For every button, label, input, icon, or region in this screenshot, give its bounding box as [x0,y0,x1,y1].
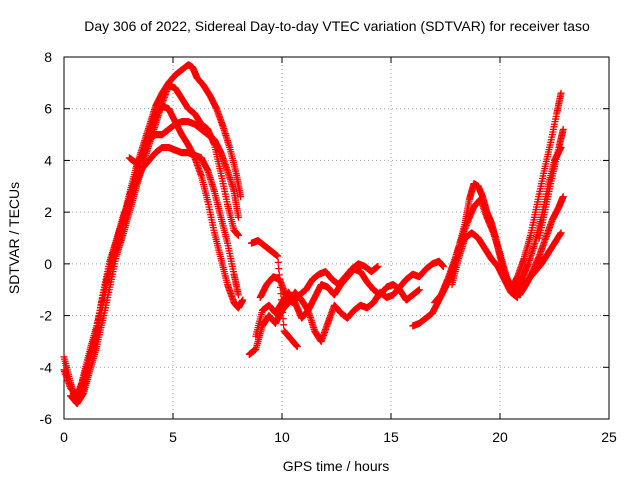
series-arc-5 [125,118,242,221]
y-tick-label: 2 [44,204,52,220]
chart-title: Day 306 of 2022, Sidereal Day-to-day VTE… [84,18,590,34]
y-axis-label: SDTVAR / TECUs [6,182,22,294]
data-point [234,213,242,221]
y-tick-label: -4 [40,359,53,375]
series-arc-6 [245,257,447,358]
x-tick-label: 10 [274,429,290,445]
data-point [234,291,242,299]
series-arc-4 [80,144,242,395]
y-tick-label: -2 [40,308,53,324]
data-point [234,231,242,239]
y-tick-label: 0 [44,256,52,272]
data-point [557,89,565,97]
y-tick-label: -6 [40,411,53,427]
data-point [237,193,245,201]
data-point [239,296,247,304]
plot-frame [63,56,610,420]
x-tick-label: 25 [601,429,617,445]
y-tick-label: 4 [44,152,52,168]
data-marks [60,61,567,407]
series-arc-11 [431,195,517,307]
grid [64,57,609,419]
x-axis-label: GPS time / hours [283,458,390,474]
series-arc-10 [409,180,526,330]
x-tick-label: 5 [169,429,177,445]
y-tick-label: 8 [44,49,52,65]
axis-ticks: 0 5 10 15 20 25 -6 -4 -2 0 2 4 6 8 [40,49,617,445]
data-point [275,265,283,273]
x-tick-label: 0 [60,429,68,445]
data-point [280,321,288,329]
data-point [274,258,282,266]
y-tick-label: 6 [44,101,52,117]
series-arc-9 [256,260,382,307]
x-tick-label: 20 [492,429,508,445]
x-tick-label: 15 [383,429,399,445]
